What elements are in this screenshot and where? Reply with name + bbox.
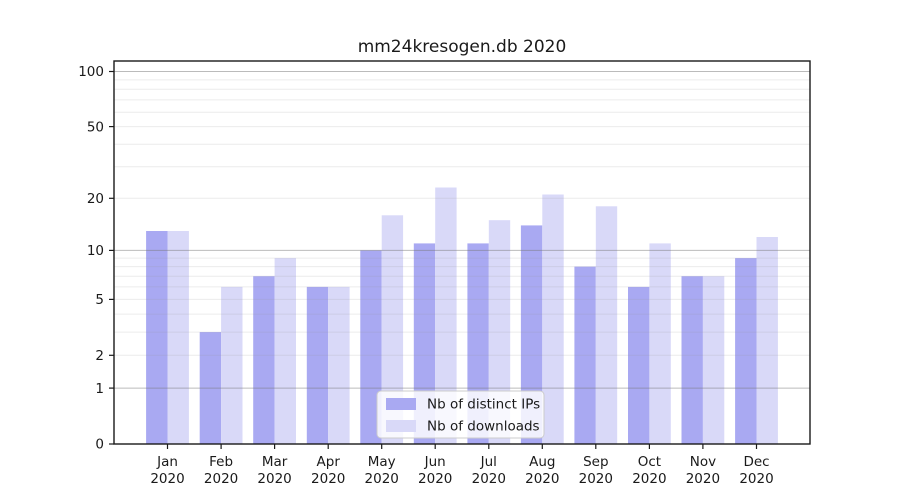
x-tick-label-month: Aug <box>529 454 555 470</box>
bar-downloads-jun <box>435 187 457 444</box>
x-tick-label-year: 2020 <box>525 471 559 487</box>
x-tick-label-year: 2020 <box>579 471 613 487</box>
legend-label-downloads: Nb of downloads <box>427 419 540 435</box>
bar-downloads-jan <box>167 231 189 444</box>
bar-ips-jan <box>146 231 168 444</box>
bar-ips-mar <box>253 276 275 444</box>
x-tick-label-year: 2020 <box>472 471 506 487</box>
bar-downloads-feb <box>221 286 243 444</box>
y-tick-label: 1 <box>95 381 104 397</box>
x-tick-label-month: Dec <box>743 454 769 470</box>
y-tick-label: 50 <box>87 119 104 135</box>
bar-downloads-apr <box>328 286 350 444</box>
x-tick-label-year: 2020 <box>739 471 773 487</box>
legend-box <box>376 390 545 439</box>
x-tick-label-year: 2020 <box>418 471 452 487</box>
bar-ips-may <box>360 250 382 444</box>
bar-ips-nov <box>681 276 703 444</box>
bar-downloads-sep <box>595 206 618 444</box>
y-tick-label: 100 <box>78 64 104 80</box>
y-tick-label: 20 <box>87 191 104 207</box>
x-tick-label-year: 2020 <box>204 471 238 487</box>
x-tick-label-month: Nov <box>690 454 716 470</box>
x-tick-label-month: Oct <box>638 454 661 470</box>
bar-ips-apr <box>306 286 329 444</box>
plot-border <box>113 60 811 445</box>
legend-swatch-distinct-ips <box>386 398 416 410</box>
x-tick-label-month: Jan <box>156 454 178 470</box>
bar-downloads-mar <box>274 258 296 444</box>
x-tick-label-month: Sep <box>583 454 608 470</box>
labels-layer: 0125102050100Jan2020Feb2020Mar2020Apr202… <box>78 64 773 487</box>
y-tick-label: 10 <box>87 243 104 259</box>
bar-downloads-dec <box>756 237 778 444</box>
x-tick-label-year: 2020 <box>311 471 345 487</box>
bar-ips-dec <box>735 258 757 444</box>
grid-layer <box>114 71 810 389</box>
bar-downloads-nov <box>702 276 725 444</box>
x-tick-label-month: Jun <box>424 454 446 470</box>
bar-downloads-aug <box>542 194 564 444</box>
y-tick-label: 2 <box>95 348 104 364</box>
legend-label-distinct-ips: Nb of distinct IPs <box>427 397 540 413</box>
legend-swatch-downloads <box>386 420 416 432</box>
x-tick-label-year: 2020 <box>686 471 720 487</box>
bar-downloads-oct <box>649 243 671 444</box>
x-tick-label-year: 2020 <box>257 471 291 487</box>
x-tick-label-year: 2020 <box>632 471 666 487</box>
bar-ips-oct <box>628 286 650 444</box>
chart-title: mm24kresogen.db 2020 <box>358 37 567 57</box>
x-tick-label-year: 2020 <box>365 471 399 487</box>
axes-layer <box>109 60 811 449</box>
x-tick-label-year: 2020 <box>150 471 184 487</box>
bar-ips-sep <box>574 266 596 444</box>
x-tick-label-month: Mar <box>262 454 288 470</box>
x-tick-label-month: Feb <box>209 454 233 470</box>
x-tick-label-month: Jul <box>480 454 497 470</box>
y-tick-label: 0 <box>95 437 104 453</box>
x-tick-label-month: May <box>368 454 396 470</box>
x-tick-label-month: Apr <box>317 454 341 470</box>
legend: Nb of distinct IPs Nb of downloads <box>376 390 545 439</box>
y-tick-label: 5 <box>95 292 104 308</box>
bar-ips-aug <box>520 225 543 444</box>
bar-downloads-may <box>381 215 404 444</box>
